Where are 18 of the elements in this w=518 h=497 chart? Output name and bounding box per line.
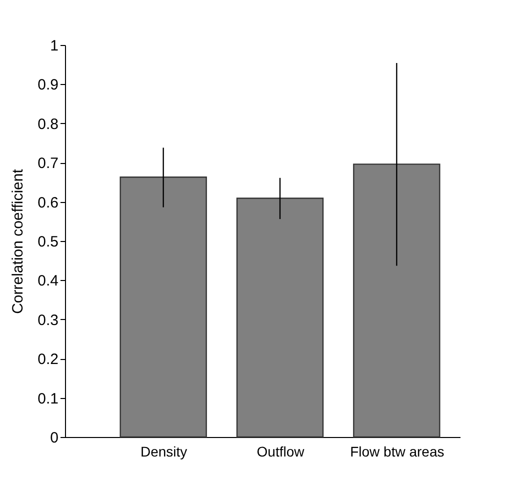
- y-tick-label: 0.8: [38, 116, 58, 133]
- x-tick-label: Density: [140, 444, 188, 460]
- bar: [353, 164, 440, 438]
- x-tick-label: Flow btw areas: [350, 444, 444, 460]
- bar: [120, 176, 207, 438]
- bar: [236, 198, 324, 438]
- y-tick-label: 0.3: [38, 312, 58, 329]
- y-tick-label: 0.9: [38, 76, 58, 94]
- y-tick-label: 1: [50, 38, 58, 54]
- y-tick-label: 0.5: [38, 234, 58, 250]
- y-tick-label: 0.4: [38, 272, 58, 290]
- y-tick-label: 0.6: [38, 194, 58, 212]
- y-tick-label: 0.1: [38, 390, 58, 408]
- y-tick-label: 0.7: [38, 155, 58, 172]
- x-tick-label: Outflow: [256, 444, 306, 460]
- y-axis-title: Correlation coefficient: [10, 168, 27, 314]
- y-tick-label: 0: [50, 430, 58, 446]
- y-tick-label: 0.2: [38, 351, 58, 368]
